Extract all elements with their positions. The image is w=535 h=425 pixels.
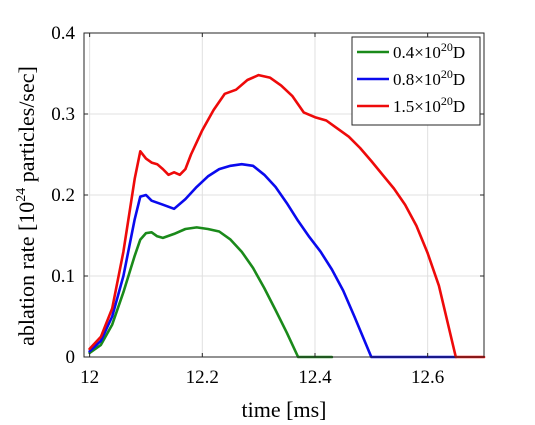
y-axis-title-exponent: 24 (14, 188, 29, 202)
y-axis-title-unit: particles/sec] (14, 66, 39, 188)
x-tick-label: 12.4 (298, 367, 332, 388)
x-axis-ticks: 12 12.2 12.4 12.6 (80, 33, 444, 388)
y-tick-label: 0.2 (51, 185, 75, 206)
x-axis-title: time [ms] (242, 397, 327, 422)
y-tick-label: 0.4 (51, 23, 75, 44)
series-line-3 (88, 73, 486, 359)
y-axis-ticks: 0 0.1 0.2 0.3 0.4 (51, 23, 484, 368)
y-tick-label: 0.1 (51, 266, 75, 287)
series-line-1 (88, 226, 334, 359)
legend: 0.4×1020D 0.8×1020D 1.5×1020D (351, 36, 481, 126)
y-axis-title: ablation rate [1024 particles/sec] (14, 66, 39, 346)
y-tick-label: 0.3 (51, 104, 75, 125)
y-axis-title-main: ablation rate [10 (14, 202, 39, 346)
legend-label-1: 0.4×1020D (393, 40, 465, 62)
y-tick-label: 0 (66, 347, 76, 368)
x-tick-label: 12 (80, 367, 99, 388)
x-tick-label: 12.2 (186, 367, 219, 388)
series-line-2 (88, 162, 458, 359)
series-lines (88, 73, 486, 359)
x-tick-label: 12.6 (411, 367, 444, 388)
legend-label-2: 0.8×1020D (393, 67, 465, 89)
legend-label-3: 1.5×1020D (393, 94, 465, 116)
